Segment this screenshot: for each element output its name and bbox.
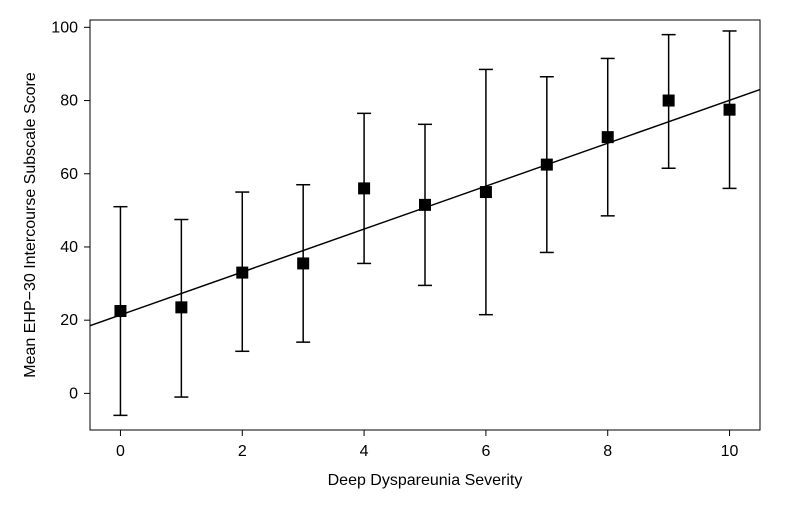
x-tick-label: 8 (603, 443, 612, 460)
x-tick-label: 6 (481, 443, 490, 460)
y-tick-label: 0 (69, 385, 78, 402)
x-tick-label: 2 (238, 443, 247, 460)
data-point (663, 95, 675, 107)
data-point (480, 186, 492, 198)
data-point (541, 159, 553, 171)
y-tick-label: 60 (60, 166, 78, 183)
data-point (297, 257, 309, 269)
data-point (175, 301, 187, 313)
x-tick-label: 10 (721, 443, 739, 460)
x-tick-label: 4 (360, 443, 369, 460)
y-tick-label: 100 (51, 19, 78, 36)
chart-container: 0246810020406080100Deep Dyspareunia Seve… (0, 0, 788, 511)
y-tick-label: 20 (60, 312, 78, 329)
data-point (602, 131, 614, 143)
data-point (724, 104, 736, 116)
data-point (419, 199, 431, 211)
data-point (236, 267, 248, 279)
x-tick-label: 0 (116, 443, 125, 460)
data-point (114, 305, 126, 317)
x-axis-label: Deep Dyspareunia Severity (328, 472, 523, 489)
y-tick-label: 80 (60, 93, 78, 110)
data-point (358, 182, 370, 194)
y-tick-label: 40 (60, 239, 78, 256)
scatter-errorbar-chart: 0246810020406080100Deep Dyspareunia Seve… (0, 0, 788, 511)
y-axis-label: Mean EHP−30 Intercourse Subscale Score (22, 72, 39, 378)
